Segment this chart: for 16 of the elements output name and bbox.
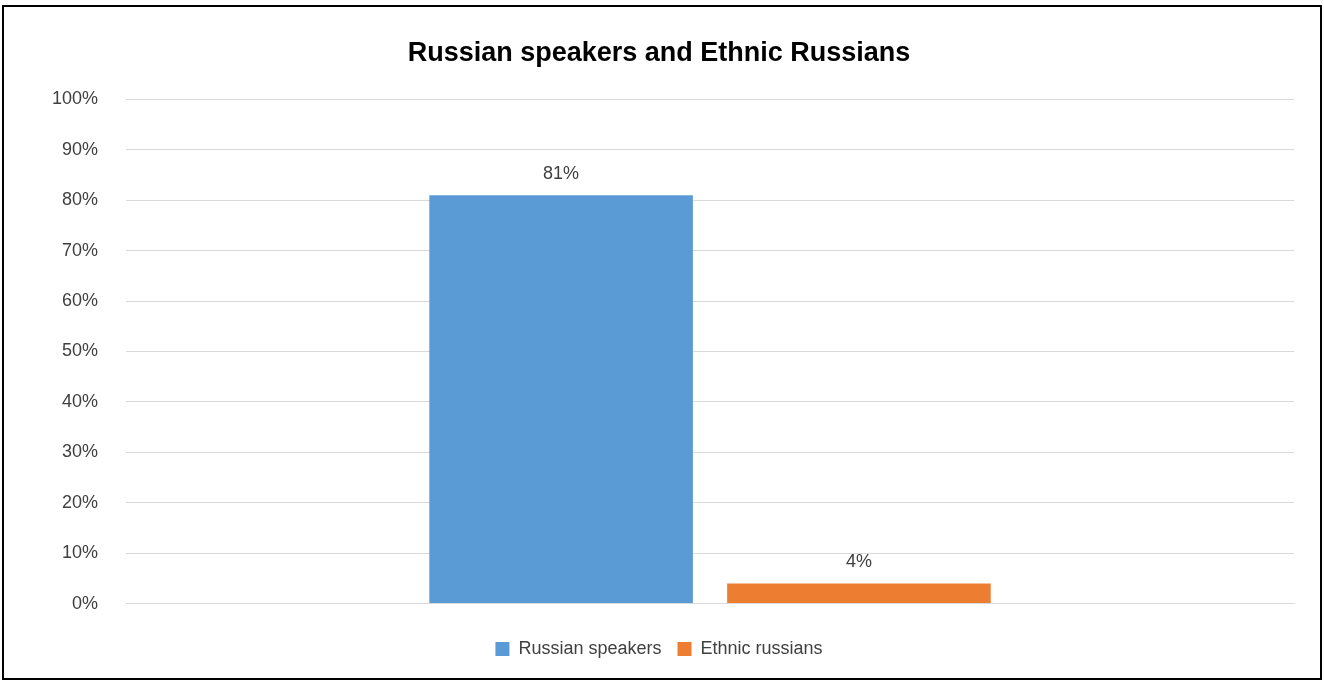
y-tick-label: 30% <box>62 441 99 462</box>
y-tick-label: 50% <box>62 340 99 361</box>
data-label: 4% <box>845 551 872 572</box>
y-tick-label: 20% <box>62 491 99 512</box>
y-tick-label: 90% <box>62 138 99 159</box>
y-tick-label: 60% <box>62 290 99 311</box>
y-tick-label: 80% <box>62 189 99 210</box>
data-label: 81% <box>543 163 580 184</box>
legend-label: Russian speakers <box>518 637 662 658</box>
y-tick-label: 10% <box>62 542 99 563</box>
y-tick-label: 40% <box>62 390 99 411</box>
y-tick-label: 100% <box>51 88 99 109</box>
legend-label: Ethnic russians <box>700 637 823 658</box>
y-tick-label: 70% <box>62 239 99 260</box>
chart-title: Russian speakers and Ethnic Russians <box>407 36 911 67</box>
y-tick-label: 0% <box>72 592 99 613</box>
